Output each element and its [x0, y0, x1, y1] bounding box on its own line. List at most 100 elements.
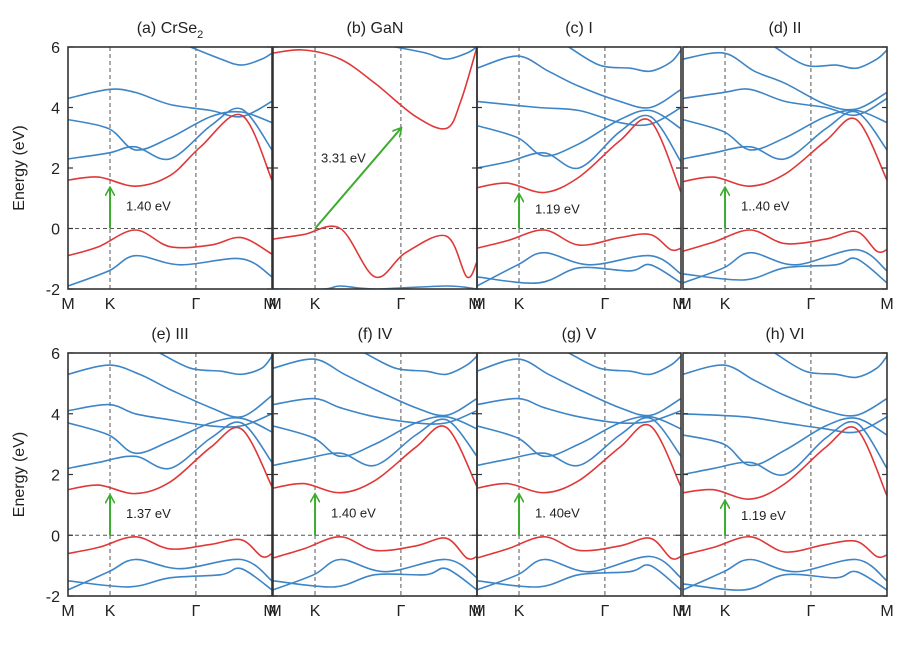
other-band-line	[68, 107, 272, 161]
other-band-line	[273, 567, 477, 591]
other-band-line	[68, 403, 272, 428]
y-tick-label: 6	[51, 346, 60, 363]
panel-title: (g) V	[562, 326, 597, 343]
panel-7: 1. 40eV (g) V M K Γ M	[472, 326, 685, 620]
other-band-line	[477, 114, 681, 170]
other-band-line	[568, 47, 681, 73]
other-band-line	[477, 109, 681, 157]
conduction-band-line	[683, 426, 887, 500]
conduction-band-line	[68, 426, 272, 495]
x-tick-label: K	[514, 603, 525, 620]
other-band-line	[273, 418, 477, 467]
valence-band-line	[273, 225, 477, 279]
conduction-band-line	[68, 113, 272, 188]
other-band-line	[683, 248, 887, 284]
x-tick-label: Γ	[397, 296, 406, 313]
x-tick-label: Γ	[807, 296, 816, 313]
valence-band-line	[273, 535, 477, 560]
x-tick-label: M	[263, 296, 276, 313]
panel-title: (c) I	[565, 20, 593, 37]
y-axis-label: Energy (eV)	[11, 432, 28, 517]
x-tick-label: M	[472, 296, 485, 313]
other-band-line	[68, 110, 272, 151]
x-tick-label: Γ	[192, 603, 201, 620]
x-tick-label: M	[678, 603, 691, 620]
other-band-line	[189, 47, 272, 66]
x-tick-label: M	[678, 296, 691, 313]
band-gap-label: 1. 40eV	[535, 505, 580, 520]
x-tick-label: M	[263, 603, 276, 620]
panel-4: 1..40 eV (d) II M K Γ M	[678, 20, 893, 313]
other-band-line	[273, 397, 477, 425]
conduction-band-line	[273, 47, 477, 130]
other-band-line	[568, 353, 681, 376]
band-gap-label: 1.40 eV	[331, 505, 376, 520]
y-tick-label: -2	[46, 589, 60, 606]
other-band-line	[68, 254, 272, 287]
bands	[273, 47, 477, 289]
bands	[683, 47, 887, 284]
other-band-line	[683, 88, 887, 117]
x-tick-label: K	[105, 603, 116, 620]
other-band-line	[774, 353, 887, 379]
x-tick-label: Γ	[601, 603, 610, 620]
other-band-line	[477, 564, 681, 591]
panel-frame	[67, 46, 273, 290]
panel-title: (e) III	[151, 326, 188, 343]
valence-band-line	[477, 229, 681, 252]
x-tick-label: M	[61, 603, 74, 620]
other-band-line	[68, 88, 272, 118]
panel-title: (b) GaN	[347, 20, 404, 37]
panel-title-subscript: 2	[197, 29, 203, 41]
conduction-band-line	[683, 117, 887, 188]
bands	[68, 353, 272, 591]
band-gap-arrow	[314, 128, 401, 230]
other-band-line	[68, 421, 272, 470]
other-band-line	[68, 567, 272, 591]
other-band-line	[683, 558, 887, 591]
other-band-line	[68, 558, 272, 591]
x-tick-label: Γ	[397, 603, 406, 620]
y-tick-label: 6	[51, 40, 60, 57]
other-band-line	[683, 109, 887, 151]
other-band-line	[477, 555, 681, 591]
y-tick-label: 4	[51, 407, 60, 424]
other-band-line	[683, 420, 887, 476]
other-band-line	[68, 417, 272, 455]
x-tick-label: K	[720, 296, 731, 313]
other-band-line	[683, 110, 887, 161]
panel-title: (d) II	[769, 20, 802, 37]
y-tick-label: 4	[51, 101, 60, 118]
x-tick-label: K	[310, 603, 321, 620]
other-band-line	[273, 558, 477, 591]
x-tick-label: M	[672, 603, 685, 620]
other-band-line	[68, 364, 272, 418]
band-gap-label: 1.19 eV	[741, 508, 786, 523]
other-band-line	[477, 263, 681, 284]
x-tick-label: M	[61, 296, 74, 313]
conduction-band-line	[477, 423, 681, 494]
x-tick-label: M	[268, 296, 281, 313]
panel-6: 1.40 eV (f) IV M K Γ M	[268, 326, 481, 620]
x-tick-label: Γ	[192, 296, 201, 313]
x-tick-label: M	[468, 296, 481, 313]
valence-band-line	[68, 229, 272, 257]
y-tick-label: -2	[46, 282, 60, 299]
bands	[68, 47, 272, 287]
x-tick-label: M	[672, 296, 685, 313]
y-tick-label: 0	[51, 528, 60, 545]
y-tick-label: 2	[51, 161, 60, 178]
other-band-line	[683, 417, 887, 467]
other-band-line	[364, 353, 477, 376]
valence-band-line	[68, 535, 272, 558]
band-gap-label: 1..40 eV	[741, 199, 790, 214]
bands	[477, 353, 681, 591]
x-tick-label: K	[514, 296, 525, 313]
band-gap-label: 1.40 eV	[126, 199, 171, 214]
bands	[683, 353, 887, 591]
y-tick-label: 0	[51, 222, 60, 239]
valence-band-line	[683, 535, 887, 559]
other-band-line	[477, 55, 681, 109]
